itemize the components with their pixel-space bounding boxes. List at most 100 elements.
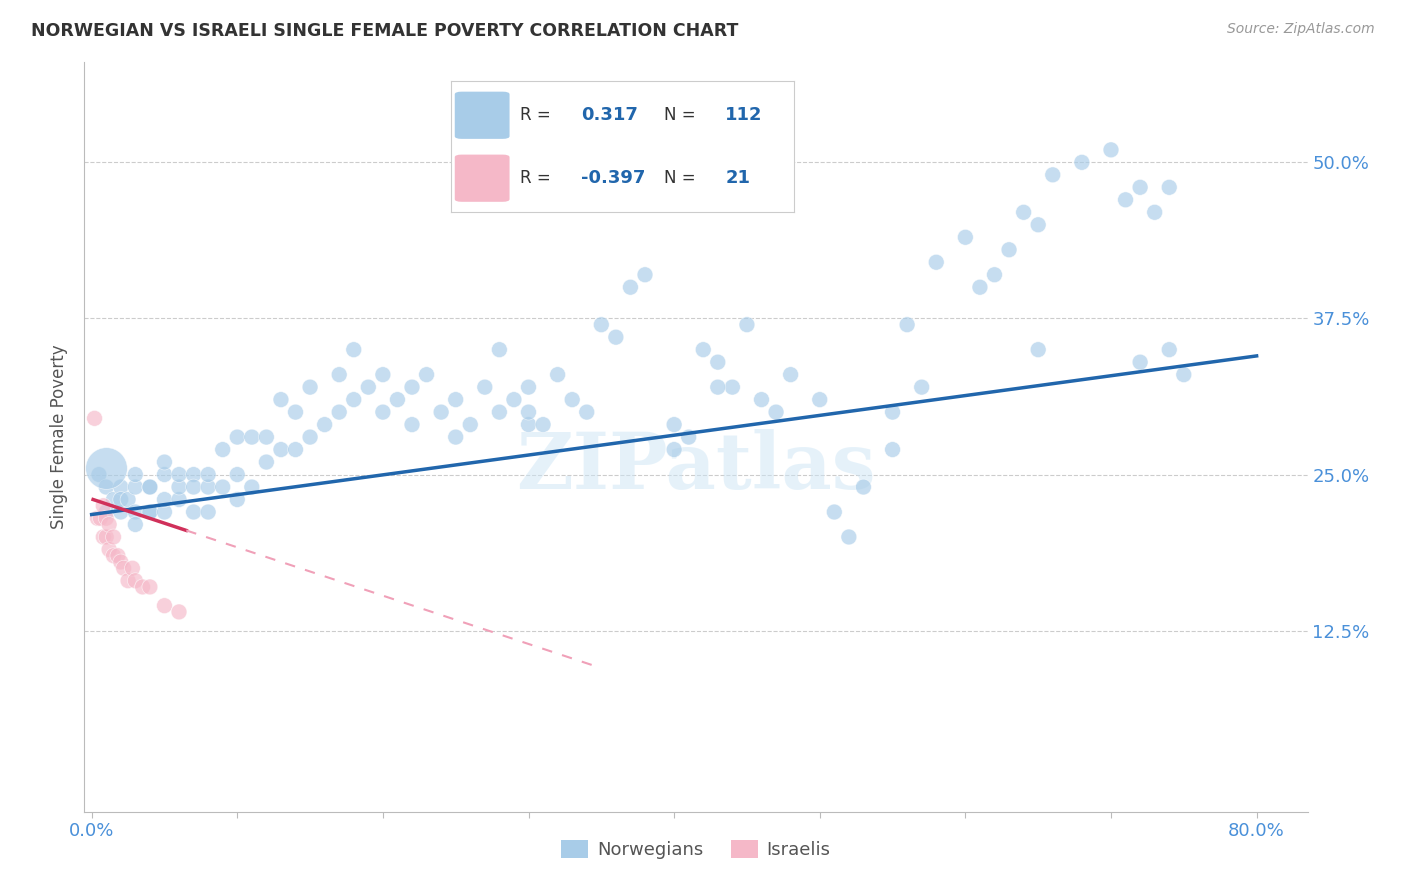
Point [387,392,409,407]
Point [561,392,583,407]
Point [197,467,219,482]
Point [1115,193,1137,207]
Point [98,517,121,532]
Point [371,405,394,419]
Point [911,380,934,394]
Point [1159,180,1181,194]
Point [240,480,263,494]
Point [371,368,394,382]
Text: Source: ZipAtlas.com: Source: ZipAtlas.com [1227,22,1375,37]
Point [153,455,176,469]
Point [765,405,787,419]
Point [211,442,233,457]
Point [882,442,904,457]
Point [488,343,510,357]
Point [270,392,292,407]
Point [117,492,139,507]
Point [707,380,730,394]
Point [882,405,904,419]
Point [328,368,350,382]
Point [226,430,249,444]
Point [779,368,801,382]
Point [619,280,641,294]
Point [167,605,190,619]
Point [284,405,307,419]
Point [89,511,111,525]
Point [983,268,1005,282]
Point [1026,343,1049,357]
Point [634,268,657,282]
Point [197,480,219,494]
Point [139,505,162,519]
Point [153,467,176,482]
Point [107,549,129,563]
Point [969,280,991,294]
Point [96,530,118,544]
Point [662,417,685,432]
Point [1143,205,1166,219]
Point [96,511,118,525]
Y-axis label: Single Female Poverty: Single Female Poverty [51,345,69,529]
Point [121,561,143,575]
Point [955,230,977,244]
Point [98,542,121,557]
Point [96,461,118,475]
Point [823,505,845,519]
Point [139,480,162,494]
Point [131,580,153,594]
Point [692,343,714,357]
Point [183,505,205,519]
Point [226,492,249,507]
Point [357,380,380,394]
Point [605,330,627,344]
Point [139,580,162,594]
Point [110,555,132,569]
Point [124,480,146,494]
Point [1099,143,1122,157]
Point [299,380,322,394]
Point [474,380,496,394]
Point [86,511,108,525]
Point [1042,168,1064,182]
Point [117,574,139,588]
Point [153,599,176,613]
Point [110,505,132,519]
Point [124,517,146,532]
Point [254,455,277,469]
Point [1026,218,1049,232]
Point [735,318,758,332]
Point [96,480,118,494]
Point [124,574,146,588]
Point [547,368,569,382]
Point [707,355,730,369]
Point [328,405,350,419]
Point [197,505,219,519]
Point [91,499,114,513]
Point [183,467,205,482]
Point [1173,368,1195,382]
Point [430,405,453,419]
Point [1012,205,1035,219]
Point [226,467,249,482]
Point [517,417,540,432]
Point [401,417,423,432]
Point [91,530,114,544]
Point [254,430,277,444]
Point [284,442,307,457]
Point [444,392,467,407]
Point [343,343,366,357]
Point [415,368,437,382]
Point [153,505,176,519]
Point [110,480,132,494]
Point [167,492,190,507]
Point [1070,155,1092,169]
Point [299,430,322,444]
Text: ZIPatlas: ZIPatlas [516,429,876,505]
Point [240,430,263,444]
Point [270,442,292,457]
Point [153,492,176,507]
Point [591,318,613,332]
Point [808,392,831,407]
Point [183,480,205,494]
Point [517,405,540,419]
